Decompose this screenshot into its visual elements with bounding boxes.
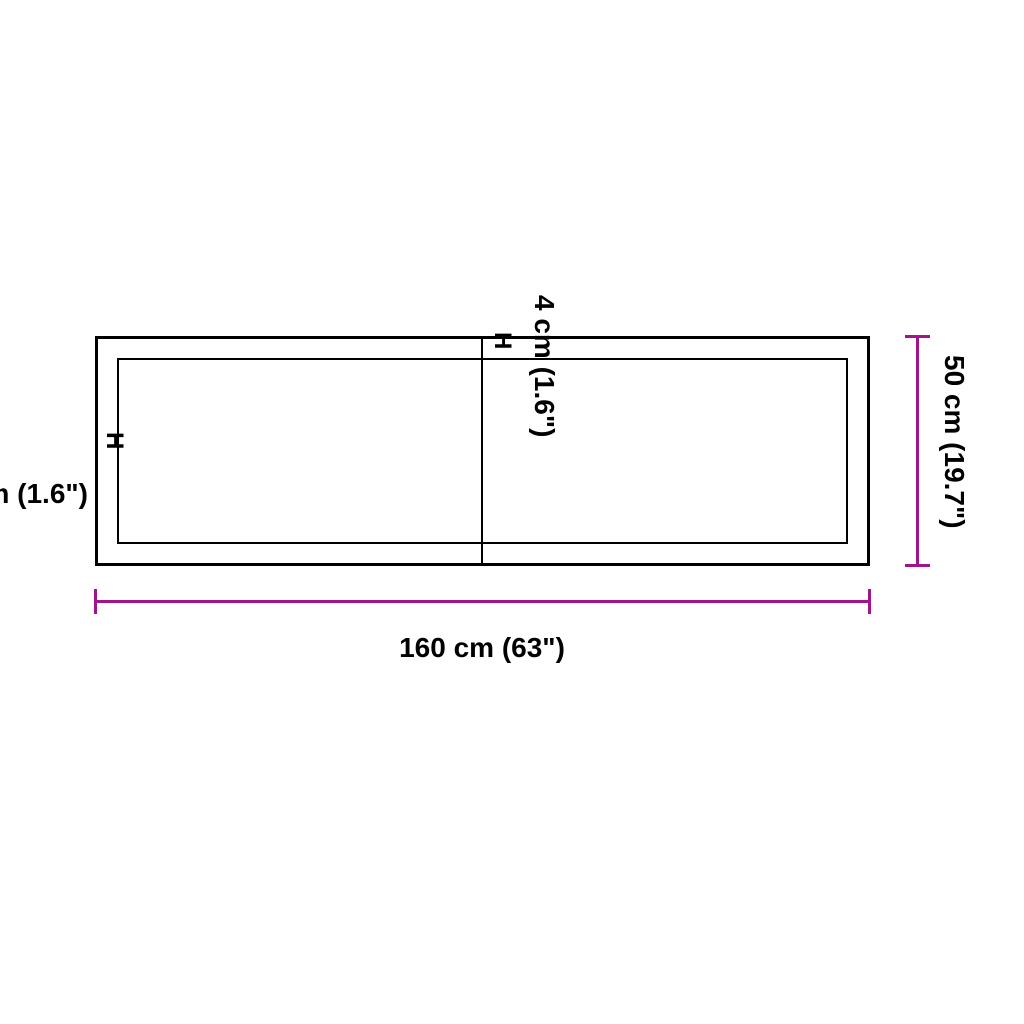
height-dimension-label: 50 cm (19.7") (938, 355, 970, 529)
frame-thickness-marker-left: H (100, 432, 128, 449)
dimension-diagram: H H 4 cm (1.6") 4 cm (1.6") 160 cm (63")… (0, 0, 1024, 1024)
height-dimension-line (916, 336, 919, 566)
width-dimension-tick-left (94, 589, 97, 614)
width-dimension-label: 160 cm (63") (399, 632, 565, 664)
width-dimension-tick-right (868, 589, 871, 614)
height-dimension-tick-bottom (905, 564, 930, 567)
height-dimension-tick-top (905, 335, 930, 338)
center-divider (481, 339, 483, 563)
frame-thickness-label-left: 4 cm (1.6") (0, 478, 88, 510)
frame-thickness-label-center: 4 cm (1.6") (528, 295, 560, 437)
width-dimension-line (95, 600, 870, 603)
frame-thickness-marker-center: H (488, 332, 516, 349)
